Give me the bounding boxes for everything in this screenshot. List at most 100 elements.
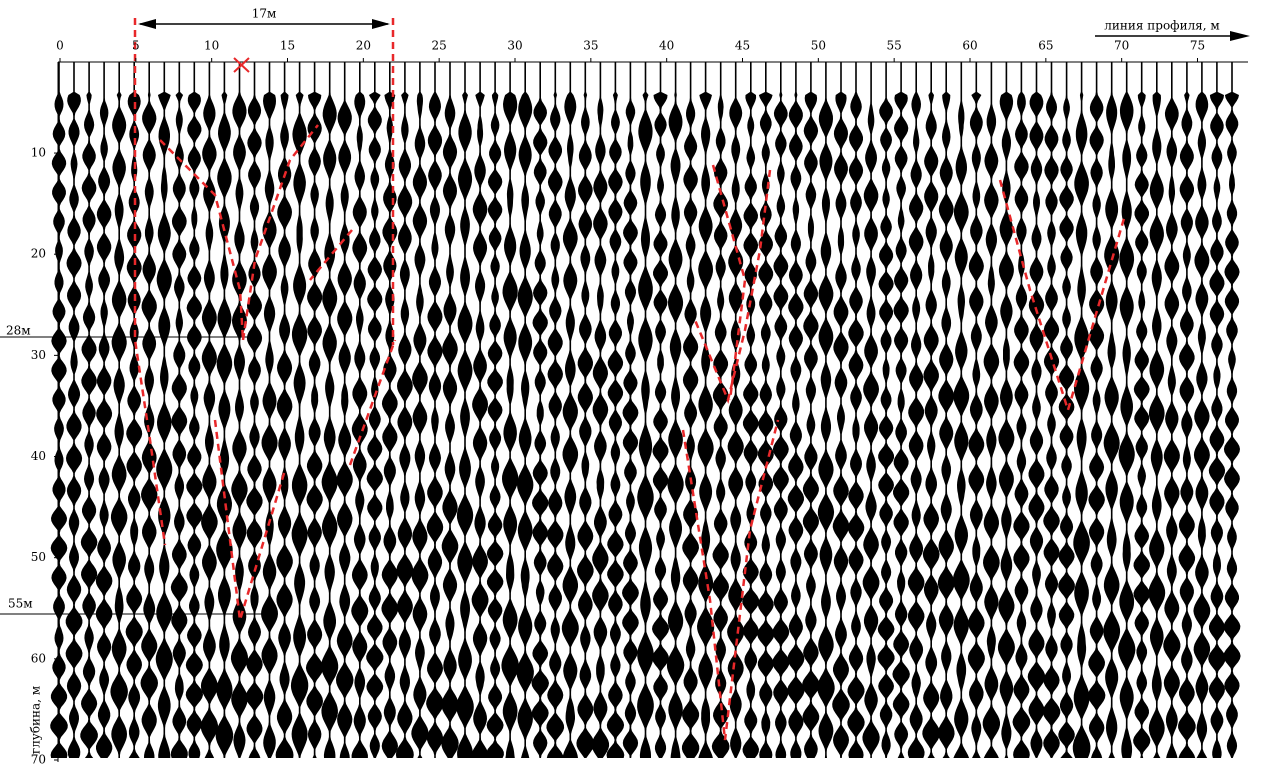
trace [546, 62, 565, 758]
trace [305, 62, 324, 758]
trace [261, 62, 278, 758]
x-tick-label: 45 [735, 39, 750, 53]
trace [290, 62, 309, 758]
x-tick-label: 0 [56, 39, 64, 53]
x-tick-label: 25 [432, 39, 447, 53]
trace [1087, 62, 1106, 758]
trace [922, 62, 941, 758]
x-axis-label: линия профиля, м [1104, 19, 1219, 33]
trace [711, 62, 730, 758]
trace [1027, 62, 1046, 758]
x-tick-label: 15 [280, 39, 295, 53]
y-tick-label: 20 [31, 247, 46, 261]
trace [997, 62, 1015, 758]
trace [411, 62, 429, 758]
trace [1058, 62, 1075, 758]
trace [531, 62, 549, 758]
trace [697, 62, 715, 758]
y-tick-label: 60 [31, 651, 46, 665]
trace [155, 62, 173, 758]
trace [381, 62, 399, 758]
trace [336, 62, 354, 758]
trace [622, 62, 639, 758]
x-tick-label: 20 [356, 39, 371, 53]
trace [441, 62, 459, 758]
trace [1042, 62, 1061, 758]
trace [245, 62, 264, 758]
trace [95, 62, 113, 758]
trace [456, 62, 474, 758]
trace [982, 62, 1000, 758]
trace [802, 62, 820, 758]
trace [110, 62, 128, 758]
trace [862, 62, 880, 758]
trace [65, 62, 83, 758]
trace [742, 62, 760, 758]
x-tick-label: 10 [204, 39, 219, 53]
x-tick-label: 5 [132, 39, 140, 53]
trace [1012, 62, 1031, 758]
x-tick-label: 75 [1190, 39, 1205, 53]
trace [1208, 62, 1226, 758]
trace [230, 62, 248, 758]
dimension-arrow [138, 19, 156, 29]
trace [892, 62, 910, 758]
y-tick-label: 50 [31, 550, 46, 564]
depth-label: 55м [8, 597, 33, 611]
trace [200, 62, 218, 758]
trace [606, 62, 625, 758]
y-tick-label: 40 [31, 449, 46, 463]
trace [395, 62, 414, 758]
trace [937, 62, 955, 758]
axis-arrow-head [1230, 31, 1250, 41]
trace [907, 62, 925, 758]
trace [727, 62, 745, 758]
x-tick-label: 40 [659, 39, 674, 53]
trace [486, 62, 504, 758]
trace [772, 62, 790, 758]
trace [366, 62, 384, 758]
y-axis-label: глубина, м [29, 686, 43, 754]
trace [832, 62, 850, 758]
trace [321, 62, 339, 758]
trace [351, 62, 369, 758]
trace [516, 62, 534, 758]
trace [50, 62, 68, 758]
trace [501, 62, 519, 758]
trace [1103, 62, 1121, 758]
x-tick-label: 70 [1114, 39, 1129, 53]
trace [637, 62, 654, 758]
trace [1118, 62, 1136, 758]
trace [170, 62, 188, 758]
x-tick-label: 35 [583, 39, 598, 53]
dimension-arrow [372, 19, 390, 29]
x-tick-label: 50 [811, 39, 826, 53]
trace [426, 62, 444, 758]
trace [1223, 62, 1241, 758]
trace [561, 62, 579, 758]
depth-label: 28м [6, 324, 31, 338]
y-tick-label: 30 [31, 348, 46, 362]
trace [967, 62, 985, 758]
y-tick-label: 70 [31, 753, 46, 765]
trace [275, 62, 294, 758]
x-tick-label: 65 [1038, 39, 1053, 53]
trace [652, 62, 670, 758]
trace [185, 62, 203, 758]
trace [1178, 62, 1196, 758]
x-tick-label: 55 [887, 39, 902, 53]
y-tick-label: 10 [31, 146, 46, 160]
trace [1133, 62, 1151, 758]
x-tick-label: 30 [507, 39, 522, 53]
trace [877, 62, 895, 758]
trace [1148, 62, 1166, 758]
trace [952, 62, 970, 758]
trace [666, 62, 685, 758]
traces [50, 62, 1241, 758]
trace [1193, 62, 1211, 758]
trace [847, 62, 865, 758]
trace [817, 62, 835, 758]
dimension-label: 17м [252, 7, 277, 21]
